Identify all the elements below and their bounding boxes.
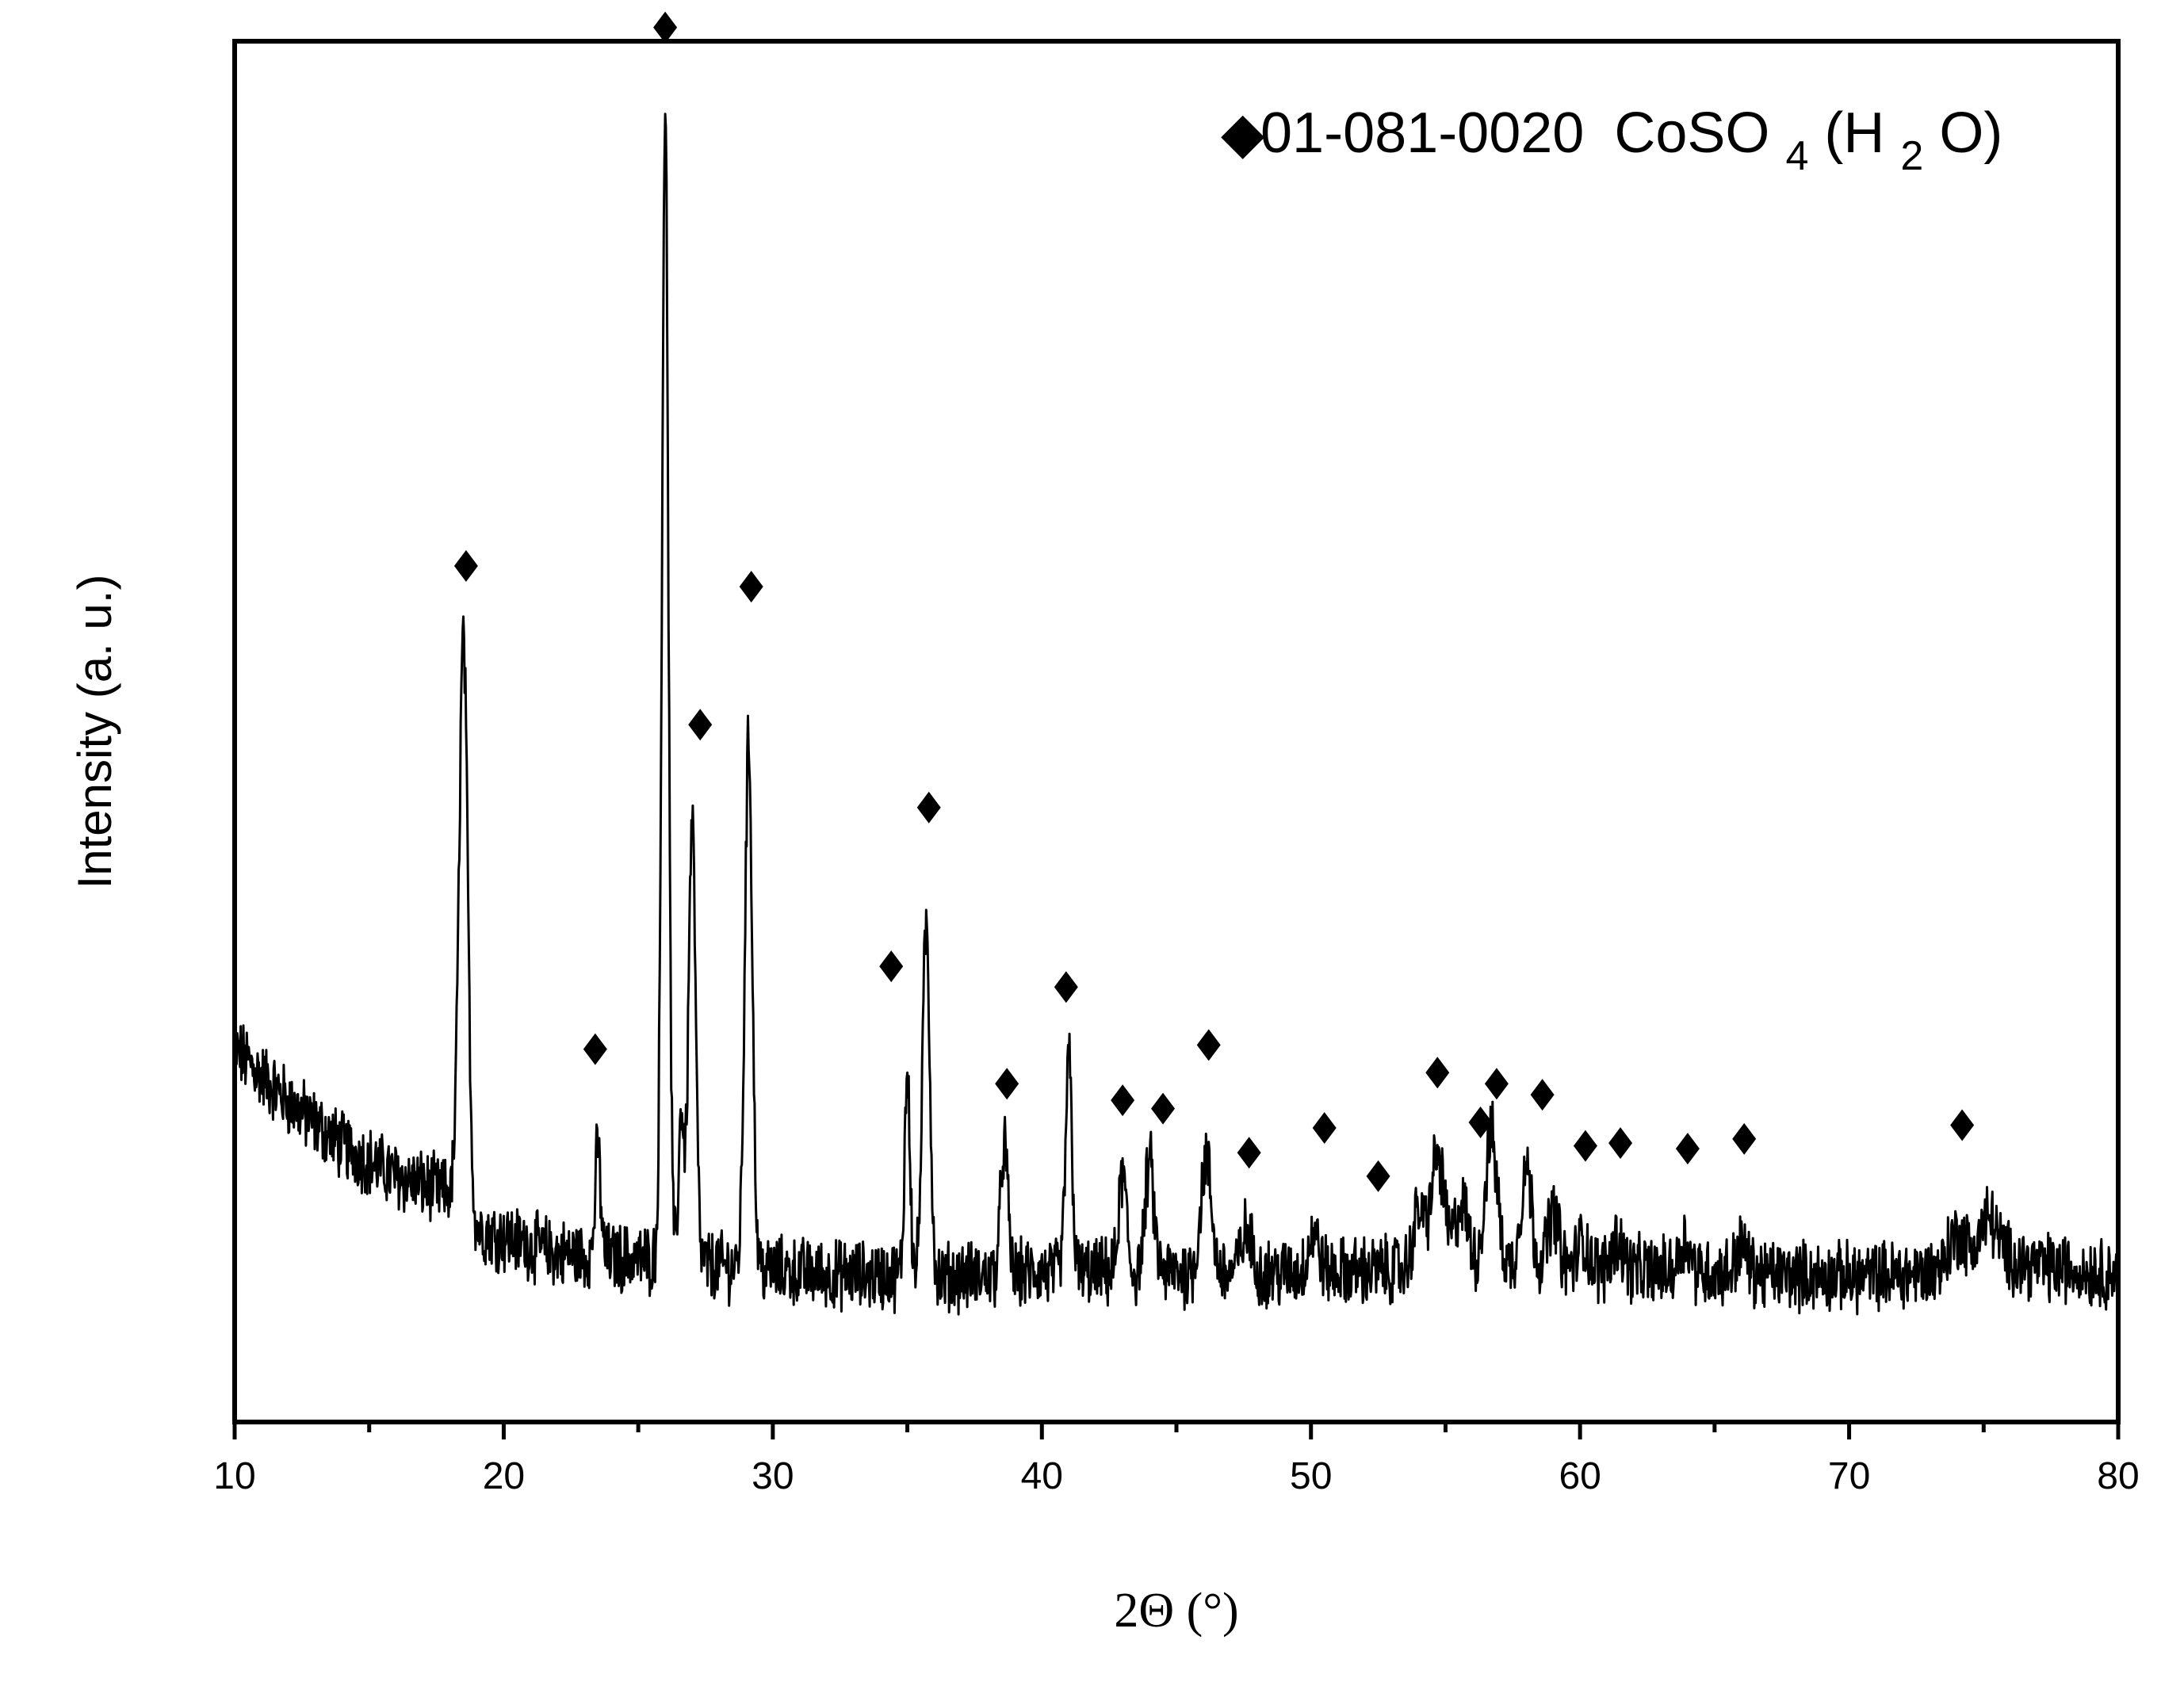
x-tick-label: 60	[1559, 1455, 1601, 1497]
reference-peak-marker	[1425, 1057, 1450, 1089]
x-axis-tick-labels: 10 20 30 40 50 60 70 80	[213, 1455, 2139, 1497]
x-tick-label: 30	[752, 1455, 794, 1497]
reference-peak-marker	[1732, 1122, 1757, 1155]
reference-peak-marker	[1366, 1160, 1390, 1192]
reference-peak-marker	[1312, 1111, 1337, 1144]
legend-formula-1: CoSO	[1614, 101, 1769, 165]
reference-peak-marker	[916, 791, 941, 824]
reference-peak-marker	[583, 1033, 607, 1065]
reference-peak-marker	[739, 571, 763, 603]
reference-peak-markers	[453, 11, 1975, 1192]
x-axis-title: 2Θ (°)	[1114, 1584, 1238, 1638]
reference-peak-marker	[1608, 1127, 1633, 1160]
legend-formula-sub-2: 2	[1900, 133, 1923, 179]
x-tick-label: 40	[1021, 1455, 1063, 1497]
x-tick-label: 50	[1290, 1455, 1332, 1497]
reference-peak-marker	[1111, 1084, 1135, 1117]
legend-formula-2: (H	[1824, 101, 1884, 165]
reference-peak-marker	[1151, 1092, 1176, 1125]
reference-peak-marker	[1484, 1068, 1509, 1100]
reference-peak-marker	[879, 950, 904, 983]
xrd-pattern-line	[233, 113, 2120, 1316]
x-tick-label: 20	[483, 1455, 525, 1497]
x-tick-label: 70	[1828, 1455, 1870, 1497]
x-axis-ticks	[232, 1422, 2121, 1439]
x-tick-label: 10	[213, 1455, 255, 1497]
reference-peak-marker	[1950, 1109, 1975, 1141]
y-axis-title: Intensity (a. u.)	[68, 575, 121, 889]
reference-peak-marker	[1054, 971, 1078, 1003]
reference-peak-marker	[995, 1068, 1019, 1100]
reference-peak-marker	[1468, 1106, 1493, 1138]
legend-marker: ◆	[1221, 101, 1265, 165]
reference-peak-marker	[1237, 1137, 1261, 1169]
reference-peak-marker	[1573, 1130, 1597, 1162]
reference-peak-marker	[1530, 1079, 1555, 1111]
legend-formula-sub-1: 4	[1785, 133, 1808, 179]
reference-peak-marker	[688, 709, 713, 741]
legend-ref-code: 01-081-0020	[1260, 101, 1584, 165]
reference-peak-marker	[653, 11, 678, 44]
x-tick-label: 80	[2097, 1455, 2139, 1497]
reference-peak-marker	[453, 549, 478, 582]
legend: ◆ 01-081-0020 CoSO 4 (H 2 O)	[1221, 101, 2002, 182]
reference-peak-marker	[1675, 1133, 1700, 1165]
legend-label: 01-081-0020 CoSO 4 (H 2 O)	[1260, 101, 2002, 182]
reference-peak-marker	[1196, 1029, 1221, 1061]
legend-formula-3: O)	[1939, 101, 2002, 165]
